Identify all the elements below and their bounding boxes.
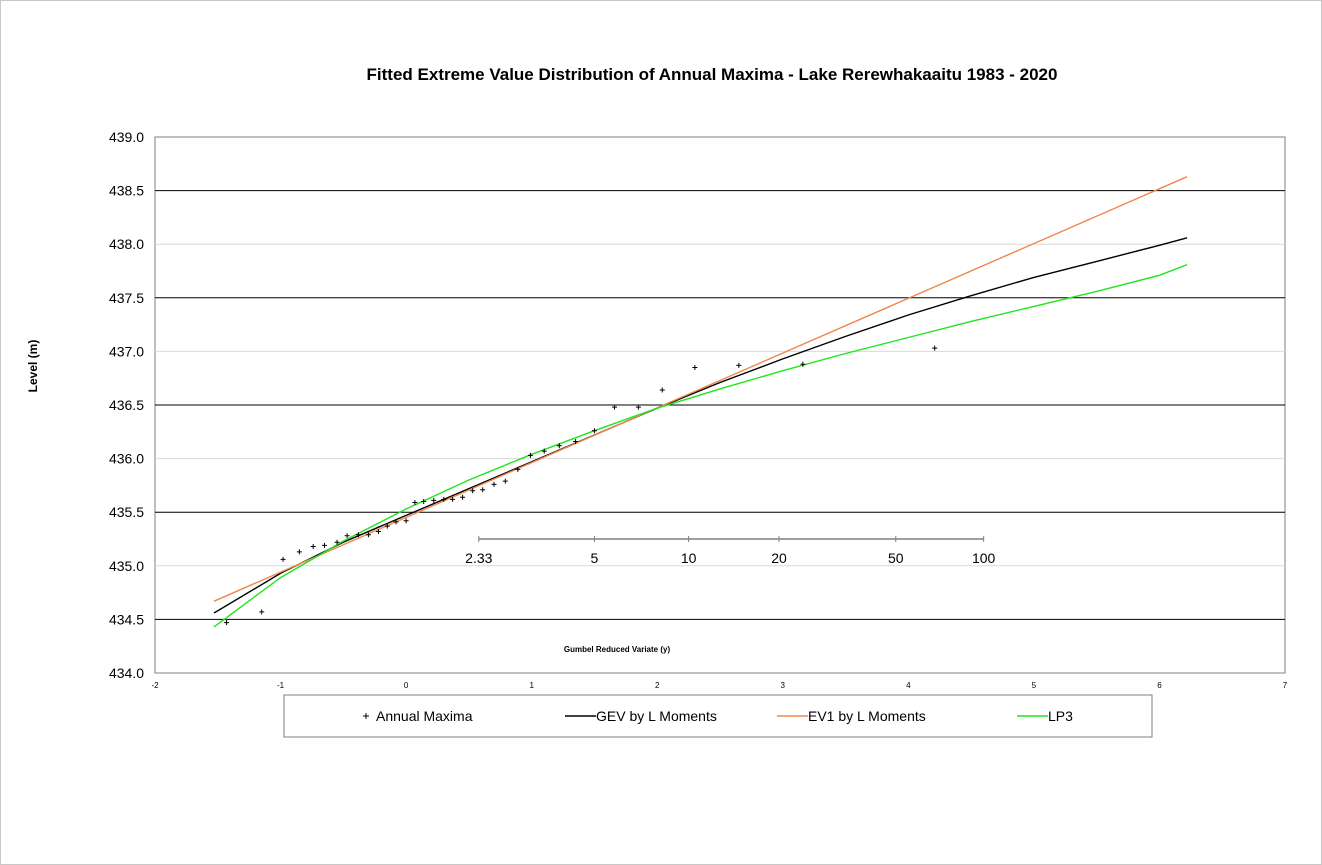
y-tick-label: 434.0 [109, 665, 144, 681]
return-period-label: 100 [972, 550, 996, 566]
data-point [280, 556, 286, 562]
data-point [541, 448, 547, 454]
legend-item: LP3 [1017, 708, 1073, 724]
x-tick-label: 1 [529, 681, 534, 690]
x-tick-label: 6 [1157, 681, 1162, 690]
chart-title: Fitted Extreme Value Distribution of Ann… [367, 65, 1058, 84]
data-point [431, 497, 437, 503]
data-point [412, 500, 418, 506]
data-point [224, 620, 230, 626]
legend-item: EV1 by L Moments [777, 708, 926, 724]
y-tick-label: 435.0 [109, 558, 144, 574]
data-point [296, 549, 302, 555]
x-tick-label: -2 [151, 681, 159, 690]
legend: Annual Maxima GEV by L Moments EV1 by L Mo… [283, 694, 1153, 738]
legend-label: LP3 [1048, 708, 1073, 724]
data-point [573, 438, 579, 444]
legend-item: GEV by L Moments [565, 708, 717, 724]
return-period-label: 5 [591, 550, 599, 566]
series-lines [213, 176, 1188, 628]
x-tick-label: 0 [404, 681, 409, 690]
return-period-label: 10 [681, 550, 697, 566]
data-point [692, 364, 698, 370]
legend-box [283, 694, 1153, 738]
data-point [736, 362, 742, 368]
series-line-ev1-by-l-moments [213, 176, 1188, 602]
x-tick-label: 7 [1283, 681, 1288, 690]
legend-label: GEV by L Moments [596, 708, 717, 724]
y-tick-label: 434.5 [109, 611, 144, 627]
y-tick-label: 435.5 [109, 504, 144, 520]
return-period-label: 20 [771, 550, 787, 566]
data-point [635, 404, 641, 410]
data-point [491, 481, 497, 487]
legend-label: Annual Maxima [376, 708, 473, 724]
data-point [800, 361, 806, 367]
return-period-label: 50 [888, 550, 904, 566]
data-point [527, 452, 533, 458]
data-point [365, 532, 371, 538]
data-point [460, 494, 466, 500]
data-point [322, 542, 327, 548]
data-point [259, 609, 265, 615]
data-point [480, 487, 486, 493]
data-point [310, 544, 316, 550]
x-tick-label: 2 [655, 681, 660, 690]
data-point [375, 528, 381, 534]
data-point [591, 428, 597, 434]
y-tick-labels: 434.0 434.5 435.0 435.5 436.0 436.5 437.0 437.5… [109, 129, 144, 681]
y-tick-label: 437.5 [109, 290, 144, 306]
grid-lines [155, 190, 1285, 620]
data-point [515, 466, 521, 472]
return-period-axis: 2.33 5 10 20 50 100 [465, 536, 996, 566]
data-point [344, 533, 350, 539]
legend-item: Annual Maxima [363, 708, 473, 724]
legend-label: EV1 by L Moments [808, 708, 926, 724]
data-point [334, 539, 340, 545]
data-point [421, 498, 427, 504]
series-line-gev-by-l-moments [213, 237, 1188, 614]
data-point [384, 523, 390, 529]
y-tick-label: 438.0 [109, 236, 144, 252]
x-axis-label: Gumbel Reduced Variate (y) [564, 645, 671, 654]
data-point [556, 443, 562, 449]
data-point [403, 518, 409, 524]
x-tick-label: 5 [1032, 681, 1037, 690]
data-point [502, 478, 508, 484]
x-tick-label: 4 [906, 681, 911, 690]
y-tick-label: 436.5 [109, 397, 144, 413]
data-point [393, 519, 399, 525]
data-point [932, 345, 938, 351]
data-point [659, 387, 665, 393]
data-point [355, 532, 361, 538]
y-tick-label: 436.0 [109, 451, 144, 467]
series-line-lp3 [213, 263, 1188, 628]
y-tick-label: 439.0 [109, 129, 144, 145]
x-tick-labels: -2 -1 0 1 2 3 4 5 6 7 [151, 681, 1287, 690]
x-tick-label: 3 [781, 681, 786, 690]
data-point [470, 488, 476, 494]
y-tick-label: 438.5 [109, 183, 144, 199]
data-point [612, 404, 618, 410]
data-point [450, 496, 456, 502]
y-axis-label: Level (m) [26, 340, 40, 393]
data-point [441, 496, 447, 502]
x-tick-label: -1 [277, 681, 285, 690]
y-tick-label: 437.0 [109, 343, 144, 359]
return-period-label: 2.33 [465, 550, 492, 566]
legend-marker [363, 713, 369, 719]
annual-maxima-points [224, 345, 938, 626]
